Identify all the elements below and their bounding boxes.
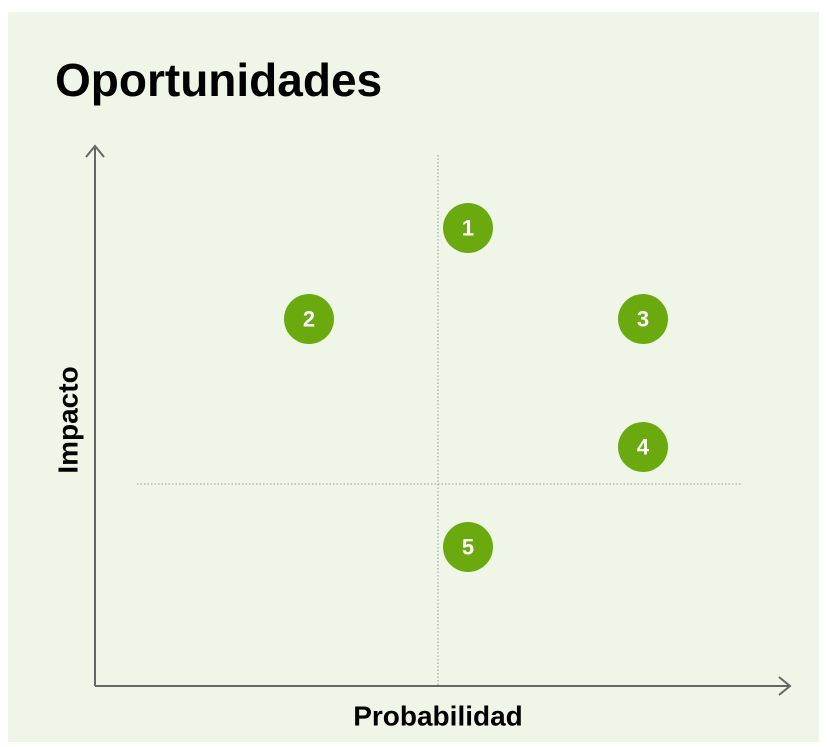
node: 4: [618, 422, 668, 472]
node: 2: [284, 294, 334, 344]
y-axis-label: Impacto: [53, 366, 84, 473]
node: 1: [443, 203, 493, 253]
node-circle: [284, 294, 334, 344]
title: Oportunidades: [55, 54, 382, 106]
node-circle: [443, 522, 493, 572]
node-label: 1: [462, 216, 474, 241]
x-axis-label: Probabilidad: [353, 701, 523, 732]
node-label: 2: [303, 307, 315, 332]
x-axis-arrow: [778, 676, 792, 696]
node-label: 4: [637, 435, 650, 460]
node-circle: [443, 203, 493, 253]
node-label: 3: [637, 307, 649, 332]
node-circle: [618, 294, 668, 344]
panel: [8, 12, 819, 742]
node-label: 5: [462, 535, 474, 560]
y-axis-arrow: [85, 144, 105, 158]
node: 3: [618, 294, 668, 344]
node-circle: [618, 422, 668, 472]
node: 5: [443, 522, 493, 572]
